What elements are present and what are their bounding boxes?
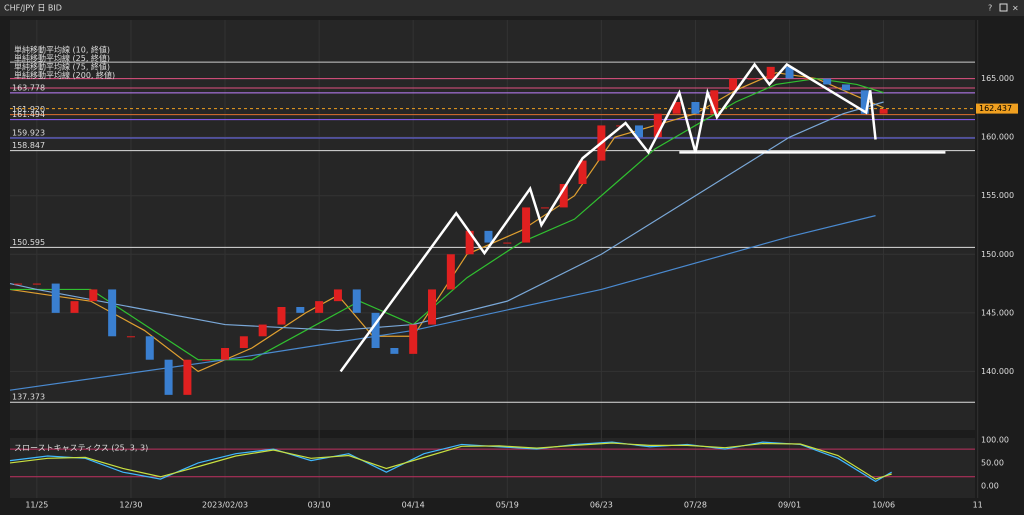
candle	[277, 307, 286, 325]
x-tick-label: 09/01	[778, 501, 801, 510]
y-tick-label: 100.00	[981, 435, 1009, 444]
level-label: 163.778	[12, 83, 45, 92]
candle	[126, 336, 135, 338]
x-tick-label: 05/19	[496, 501, 519, 510]
candle	[446, 254, 455, 290]
stoch-line	[9, 441, 892, 483]
candle	[409, 324, 418, 354]
level-label: 150.595	[12, 238, 45, 247]
legend-entry: 単純移動平均線 (10, 終値)	[14, 45, 110, 55]
maximize-button[interactable]	[999, 3, 1008, 12]
candle	[14, 283, 23, 285]
candle	[691, 102, 700, 114]
help-button[interactable]: ?	[988, 4, 992, 13]
candle	[785, 66, 794, 79]
candle	[108, 289, 117, 337]
level-label: 137.373	[12, 393, 45, 402]
candle	[653, 113, 662, 138]
candle	[183, 359, 192, 395]
close-button[interactable]: ×	[1012, 4, 1019, 13]
level-label: 161.920	[12, 105, 45, 114]
candle	[503, 242, 512, 244]
x-tick-label: 2023/02/03	[202, 501, 248, 510]
x-tick-label: 06/23	[590, 501, 613, 510]
x-tick-label: 07/28	[684, 501, 707, 510]
candle	[540, 207, 549, 209]
candle	[333, 289, 342, 302]
x-tick-label: 11	[973, 501, 983, 510]
candle	[32, 283, 41, 285]
candle	[315, 301, 324, 313]
x-tick-label: 03/10	[308, 501, 331, 510]
candle	[296, 307, 305, 313]
candle	[221, 348, 230, 360]
level-label: 158.847	[12, 141, 45, 150]
candle	[710, 90, 719, 114]
candle	[145, 336, 154, 360]
y-tick-label: 155.000	[981, 191, 1014, 200]
candle	[879, 109, 888, 114]
candle	[841, 84, 850, 91]
x-tick-label: 12/30	[119, 501, 142, 510]
candle	[390, 348, 399, 354]
y-tick-label: 140.000	[981, 367, 1014, 376]
candle	[559, 184, 568, 208]
y-tick-label: 165.000	[981, 74, 1014, 83]
level-label: 161.494	[12, 110, 45, 119]
current-price-label: 162.437	[979, 104, 1012, 113]
candle	[860, 90, 869, 114]
level-label: 159.923	[12, 129, 45, 138]
candle	[634, 125, 643, 138]
y-tick-label: 160.000	[981, 133, 1014, 142]
candle	[89, 289, 98, 302]
stoch-area	[10, 438, 975, 498]
candle	[804, 78, 813, 80]
candle	[258, 324, 267, 337]
legend-entry: 単純移動平均線 (25, 終値)	[14, 53, 110, 63]
candle	[371, 312, 380, 348]
title-bar	[0, 0, 1024, 16]
x-tick-label: 11/25	[25, 501, 48, 510]
ma-line	[10, 77, 884, 361]
legend-entry: 単純移動平均線 (200, 終値)	[14, 70, 115, 80]
candle	[484, 230, 493, 243]
candle	[747, 78, 756, 80]
y-tick-label: 0.00	[981, 482, 999, 491]
stoch-title: スローストキャスティクス (25, 3, 3)	[14, 444, 148, 453]
candle	[428, 289, 437, 325]
stoch-line	[9, 442, 892, 480]
current-price-box	[976, 103, 1018, 114]
trend-drawing	[339, 62, 877, 373]
candle	[465, 230, 474, 255]
y-tick-label: 150.000	[981, 250, 1014, 259]
y-tick-label: 50.00	[981, 458, 1004, 467]
x-tick-label: 04/14	[402, 501, 425, 510]
candle	[239, 336, 248, 348]
x-tick-label: 10/06	[872, 501, 895, 510]
candle	[823, 78, 832, 85]
candle	[164, 359, 173, 395]
candle	[766, 66, 775, 79]
window-title: CHF/JPY 日 BID	[4, 4, 62, 13]
candle	[51, 283, 60, 313]
candle	[522, 207, 531, 243]
candle	[202, 359, 211, 361]
candle	[578, 160, 587, 184]
candle	[729, 78, 738, 91]
y-tick-label: 145.000	[981, 308, 1014, 317]
candle	[352, 289, 361, 313]
candle	[672, 102, 681, 114]
legend-entry: 単純移動平均線 (75, 終値)	[14, 62, 110, 72]
candle	[70, 301, 79, 313]
